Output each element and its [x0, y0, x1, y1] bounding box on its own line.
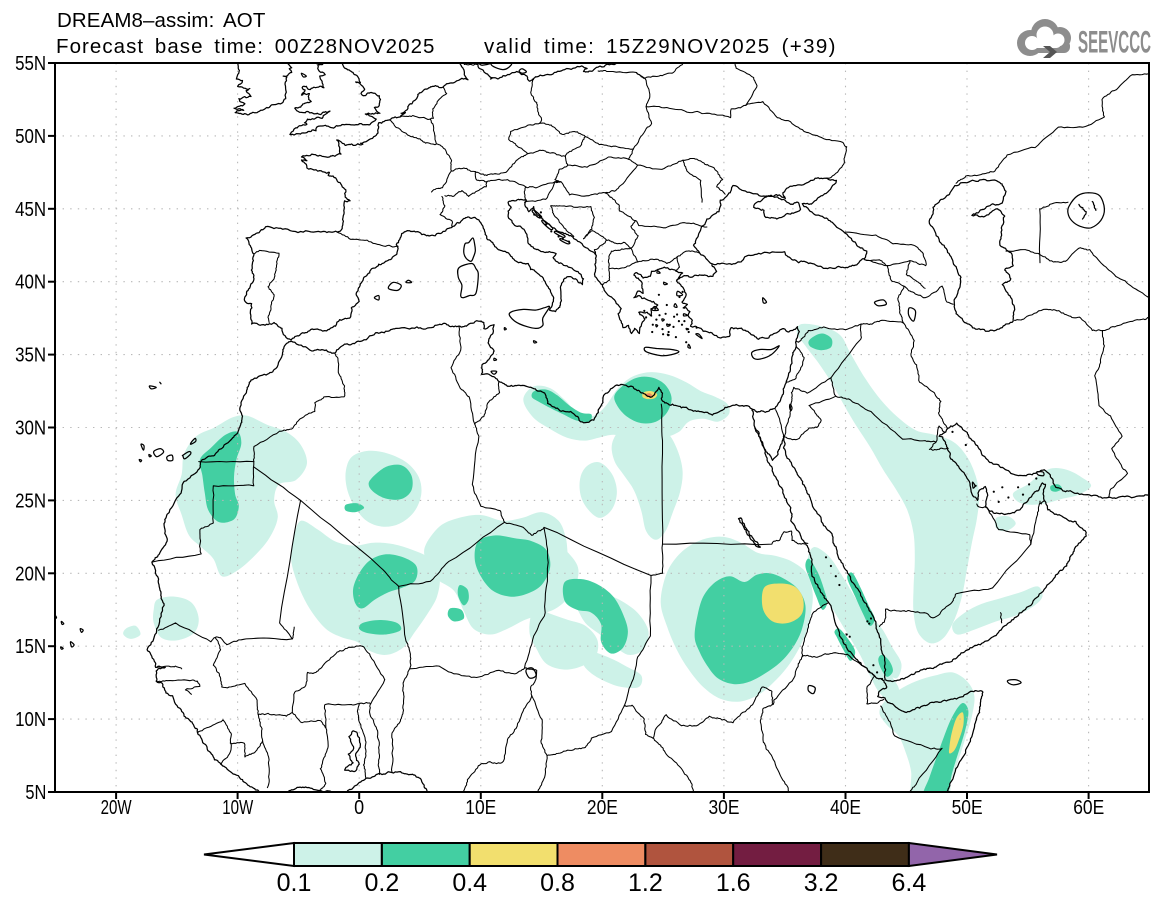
svg-text:0: 0 — [354, 796, 364, 819]
svg-text:60E: 60E — [1073, 796, 1104, 819]
svg-text:10W: 10W — [222, 796, 253, 819]
svg-text:3.2: 3.2 — [804, 869, 839, 897]
svg-text:DREAM8–assim: AOT: DREAM8–assim: AOT — [57, 9, 266, 32]
svg-text:40N: 40N — [15, 271, 46, 294]
svg-text:55N: 55N — [15, 52, 46, 75]
svg-text:35N: 35N — [15, 344, 46, 367]
svg-text:Forecast base time: 00Z28NOV20: Forecast base time: 00Z28NOV2025 — [56, 35, 435, 58]
svg-text:10N: 10N — [15, 708, 46, 731]
svg-text:SEEVCCC: SEEVCCC — [1078, 26, 1151, 60]
svg-text:30N: 30N — [15, 417, 46, 440]
svg-text:20E: 20E — [587, 796, 618, 819]
svg-text:15N: 15N — [15, 635, 46, 658]
svg-text:1.2: 1.2 — [628, 869, 663, 897]
svg-text:25N: 25N — [15, 489, 46, 512]
svg-text:45N: 45N — [15, 198, 46, 221]
svg-text:0.2: 0.2 — [365, 869, 400, 897]
svg-text:10E: 10E — [465, 796, 496, 819]
svg-text:30E: 30E — [709, 796, 740, 819]
svg-text:valid time: 15Z29NOV2025 (+39): valid time: 15Z29NOV2025 (+39) — [484, 35, 837, 58]
svg-text:20W: 20W — [101, 796, 132, 819]
svg-text:0.1: 0.1 — [277, 869, 312, 897]
svg-text:40E: 40E — [830, 796, 861, 819]
svg-text:20N: 20N — [15, 562, 46, 585]
svg-text:6.4: 6.4 — [892, 869, 927, 897]
svg-text:1.6: 1.6 — [716, 869, 751, 897]
svg-text:50E: 50E — [952, 796, 983, 819]
svg-text:0.8: 0.8 — [540, 869, 575, 897]
svg-text:50N: 50N — [15, 125, 46, 148]
svg-text:0.4: 0.4 — [452, 869, 487, 897]
svg-text:5N: 5N — [25, 781, 46, 804]
